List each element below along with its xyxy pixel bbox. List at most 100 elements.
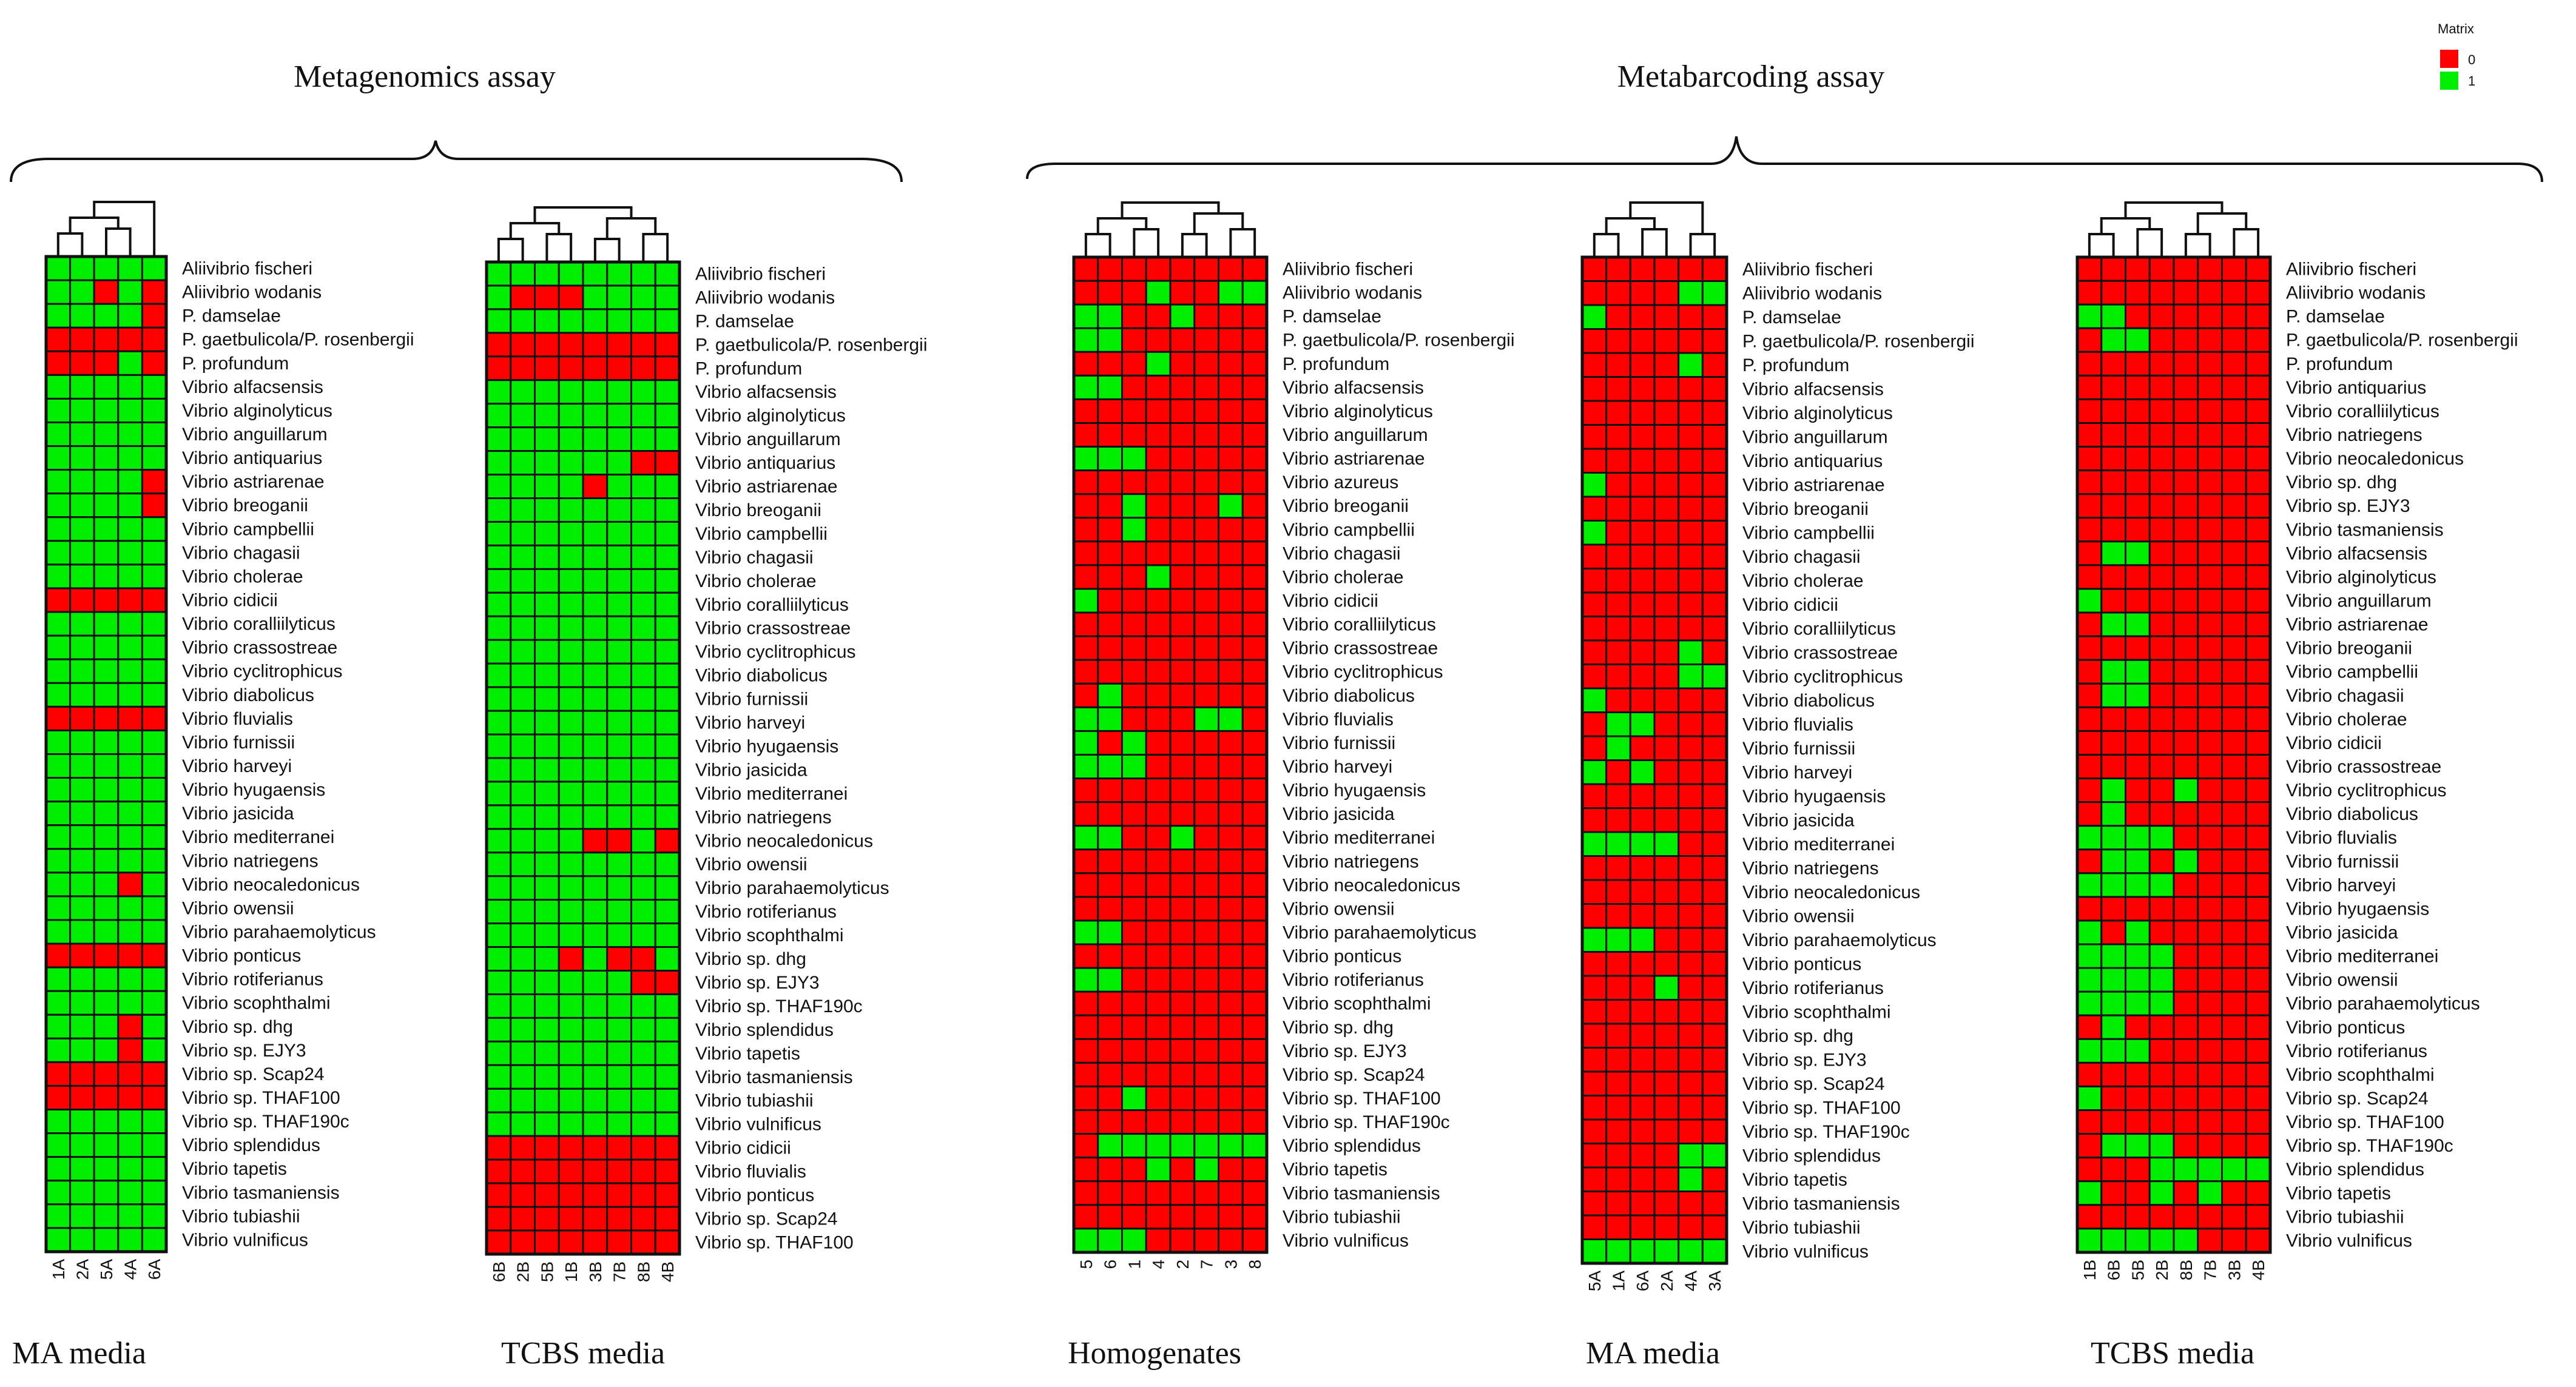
- row-label-1-11: Vibrio campbellii: [695, 524, 828, 544]
- cell-3-5-2: [1629, 376, 1656, 402]
- cell-1-36-2: [534, 1111, 560, 1137]
- cell-1-5-5: [606, 379, 632, 405]
- cell-2-17-5: [1193, 659, 1219, 685]
- cell-2-34-0: [1073, 1061, 1099, 1087]
- cell-0-4-1: [69, 350, 95, 376]
- cell-1-6-1: [510, 403, 536, 429]
- cell-1-35-6: [630, 1087, 656, 1113]
- cell-3-29-1: [1605, 951, 1631, 977]
- cell-1-33-6: [630, 1040, 656, 1066]
- cell-2-7-5: [1193, 421, 1219, 448]
- cell-2-35-4: [1169, 1085, 1196, 1112]
- cell-1-26-5: [606, 875, 632, 901]
- cell-4-23-2: [2125, 801, 2151, 827]
- cell-2-40-1: [1097, 1204, 1123, 1230]
- cell-1-32-5: [606, 1016, 632, 1043]
- cell-2-24-1: [1097, 825, 1123, 851]
- cell-0-9-2: [93, 469, 120, 495]
- cell-1-17-1: [510, 662, 536, 688]
- cell-2-41-2: [1121, 1227, 1147, 1254]
- cell-1-13-1: [510, 568, 536, 594]
- cell-0-5-1: [69, 374, 95, 400]
- cell-1-29-3: [558, 946, 584, 972]
- cell-2-32-2: [1121, 1014, 1147, 1040]
- cell-1-28-2: [534, 922, 560, 949]
- brace-metabarcoding: [1026, 136, 2543, 183]
- row-label-0-17: Vibrio cyclitrophicus: [182, 662, 343, 682]
- cell-4-32-7: [2245, 1014, 2271, 1040]
- cell-2-2-0: [1073, 303, 1099, 329]
- cell-2-33-7: [1241, 1038, 1268, 1064]
- cell-1-39-7: [654, 1182, 681, 1208]
- row-label-1-19: Vibrio harveyi: [695, 713, 805, 733]
- cell-2-7-4: [1169, 421, 1196, 448]
- cell-2-20-7: [1241, 730, 1268, 756]
- cell-0-12-2: [93, 540, 120, 566]
- cell-3-17-5: [1701, 663, 1728, 690]
- column-label-2-2: 1: [1125, 1260, 1144, 1269]
- cell-2-34-6: [1218, 1061, 1244, 1087]
- cell-4-21-7: [2245, 753, 2271, 780]
- cell-1-14-7: [654, 591, 681, 617]
- cell-2-24-5: [1193, 825, 1219, 851]
- cell-0-5-2: [93, 374, 120, 400]
- cell-0-10-1: [69, 492, 95, 519]
- cell-2-19-0: [1073, 706, 1099, 732]
- cell-4-10-3: [2148, 493, 2175, 519]
- cell-4-18-6: [2221, 682, 2247, 708]
- cell-4-1-2: [2125, 280, 2151, 306]
- cell-1-12-0: [485, 544, 512, 570]
- cell-2-39-6: [1218, 1180, 1244, 1206]
- cell-0-39-2: [93, 1180, 120, 1206]
- row-label-2-27: Vibrio owensii: [1283, 899, 1395, 919]
- cell-3-24-5: [1701, 831, 1728, 857]
- cell-4-9-3: [2148, 469, 2175, 495]
- row-label-2-40: Vibrio tubiashii: [1283, 1207, 1401, 1227]
- cell-4-17-4: [2173, 659, 2199, 685]
- cell-3-9-5: [1701, 472, 1728, 498]
- cell-1-29-0: [485, 946, 512, 972]
- cell-4-36-3: [2148, 1109, 2175, 1135]
- cell-4-8-6: [2221, 446, 2247, 472]
- cell-2-39-1: [1097, 1180, 1123, 1206]
- cell-2-28-3: [1145, 919, 1172, 945]
- row-label-1-12: Vibrio chagasii: [695, 548, 814, 568]
- cell-1-41-6: [630, 1229, 656, 1255]
- cell-0-18-4: [141, 682, 167, 708]
- row-label-0-28: Vibrio parahaemolyticus: [182, 922, 376, 942]
- cell-1-1-5: [606, 284, 632, 311]
- cell-4-15-7: [2245, 611, 2271, 637]
- cell-4-29-7: [2245, 943, 2271, 969]
- row-label-2-24: Vibrio mediterranei: [1283, 828, 1435, 848]
- cell-4-1-3: [2148, 280, 2175, 306]
- column-label-2-4: 2: [1173, 1260, 1192, 1269]
- cell-2-24-6: [1218, 825, 1244, 851]
- cell-0-14-4: [141, 587, 167, 613]
- cell-3-30-5: [1701, 975, 1728, 1001]
- cell-0-38-1: [69, 1156, 95, 1182]
- cell-4-40-3: [2148, 1204, 2175, 1230]
- cell-0-18-1: [69, 682, 95, 708]
- cell-3-38-5: [1701, 1166, 1728, 1192]
- cell-1-29-6: [630, 946, 656, 972]
- cell-0-24-4: [141, 824, 167, 850]
- cell-4-13-2: [2125, 564, 2151, 590]
- cell-0-36-1: [69, 1109, 95, 1135]
- cell-2-37-5: [1193, 1133, 1219, 1159]
- cell-4-39-1: [2100, 1180, 2126, 1206]
- cell-2-2-6: [1218, 303, 1244, 329]
- cell-3-40-1: [1605, 1214, 1631, 1240]
- cell-1-8-2: [534, 450, 560, 476]
- cell-4-34-3: [2148, 1061, 2175, 1087]
- cell-3-17-4: [1677, 663, 1704, 690]
- column-label-1-2: 5B: [538, 1261, 556, 1282]
- cell-4-41-1: [2100, 1227, 2126, 1254]
- cell-3-7-3: [1653, 424, 1680, 450]
- cell-2-21-3: [1145, 753, 1172, 780]
- cell-2-29-3: [1145, 943, 1172, 969]
- cell-4-13-6: [2221, 564, 2247, 590]
- row-label-3-34: Vibrio sp. Scap24: [1742, 1074, 1885, 1094]
- cell-1-32-1: [510, 1016, 536, 1043]
- cell-0-31-3: [117, 990, 143, 1016]
- cell-1-40-4: [582, 1206, 609, 1232]
